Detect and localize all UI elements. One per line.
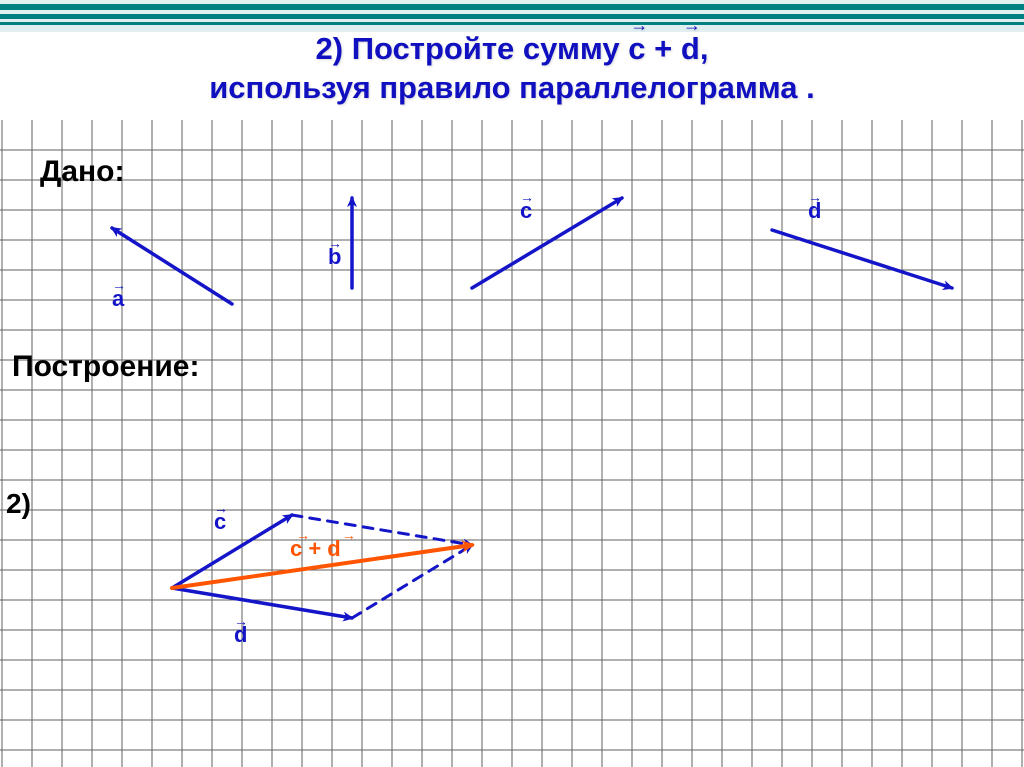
vector-label-a: →a [112, 282, 126, 312]
title-suffix: , [700, 31, 709, 66]
vector-label-d: →d [808, 194, 822, 224]
grid-background [0, 120, 1024, 767]
construction-label: Построение: [12, 350, 199, 384]
step-label: 2) [6, 488, 31, 520]
title-prefix: 2) Постройте сумму [316, 31, 629, 66]
vector-label-c: →c [520, 194, 534, 224]
vector-label-b: →b [328, 240, 342, 270]
construct-label-d: →d [234, 618, 248, 648]
title-mid: + [646, 31, 681, 66]
top-accent-bar [0, 0, 1024, 32]
given-label: Дано: [40, 155, 125, 189]
construct-label-sum: → →c + d [290, 532, 370, 562]
title-line2: используя правило параллелограмма . [0, 69, 1024, 108]
construct-label-c: →c [214, 505, 228, 535]
slide-title: 2) Постройте сумму →c + →d, используя пр… [0, 30, 1024, 108]
